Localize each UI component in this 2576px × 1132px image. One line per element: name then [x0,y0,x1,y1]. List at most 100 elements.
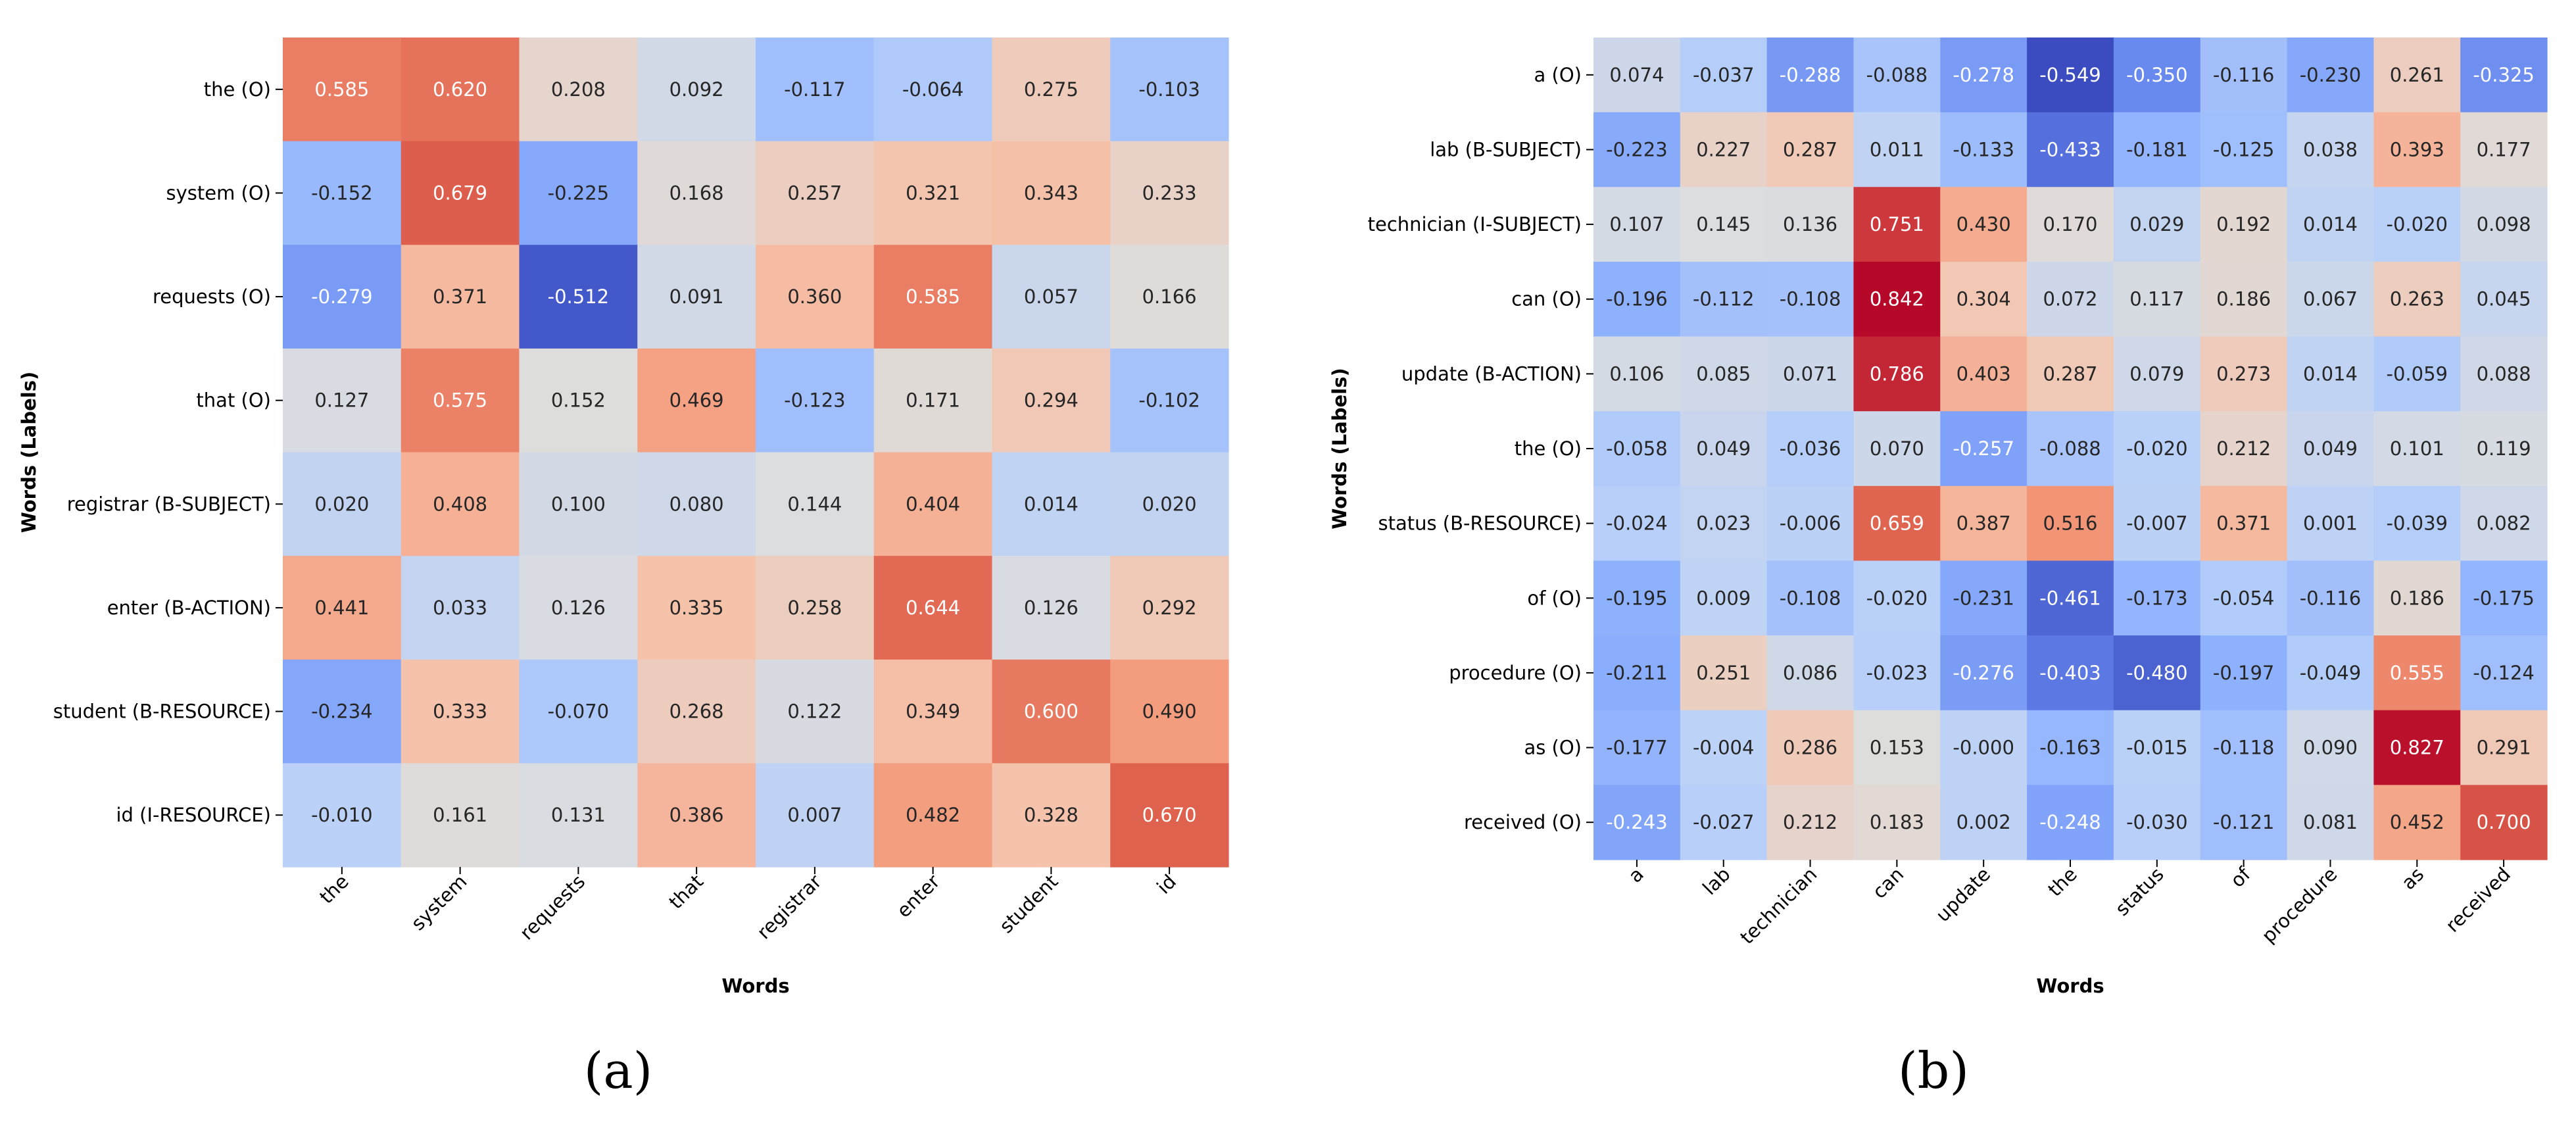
cell-value-label: -0.058 [1606,437,1668,460]
heatmap-cell [1680,336,1768,412]
heatmap-cell [2200,187,2288,262]
x-tick-label: lab [1698,863,1734,899]
heatmap-cell [2373,485,2461,562]
heatmap-cell [1940,485,2028,562]
cell-value-label: -0.121 [2213,811,2275,833]
cell-value-label: 0.170 [2043,213,2097,235]
heatmap-cell [992,348,1111,453]
heatmap-cell [2027,336,2114,412]
heatmap-cell [1940,336,2028,412]
heatmap-cell [2460,37,2548,113]
cell-value-label: 0.328 [1024,804,1079,826]
heatmap-cell [1940,560,2028,636]
cell-value-label: 0.286 [1783,737,1837,759]
cell-value-label: -0.108 [1780,587,1841,609]
heatmap-cell [2373,411,2461,487]
cell-value-label: 0.122 [787,701,842,723]
heatmap-cell [1680,635,1768,711]
heatmap-cell [2113,411,2201,487]
cell-value-label: 0.090 [2303,737,2358,759]
heatmap-cell [2200,261,2288,337]
heatmap-cell [1766,261,1855,337]
heatmap-cell [637,452,756,556]
cell-value-label: 0.292 [1142,597,1197,619]
heatmap-cell [1593,485,1681,562]
cell-value-label: 0.786 [1870,362,1924,385]
x-tick-label: can [1868,863,1908,903]
heatmap-cell [2460,785,2548,860]
heatmap-cell [2373,785,2461,860]
cell-value-label: 0.287 [2043,362,2097,385]
y-tick-label: of (O) [1527,587,1582,609]
cell-value-label: 0.126 [1024,597,1079,619]
heatmap-cell [873,659,993,764]
cell-value-label: -0.024 [1606,512,1668,535]
heatmap-cell [1853,411,1941,487]
cell-value-label: 0.268 [669,701,724,723]
cell-value-label: 0.106 [1609,362,1664,385]
cell-value-label: 0.014 [2303,362,2358,385]
cell-value-label: -0.231 [1953,587,2014,609]
heatmap-cell [2287,485,2374,562]
cell-value-label: -0.037 [1693,64,1755,86]
heatmap-cell [1593,187,1681,262]
cell-value-label: -0.020 [2126,437,2188,460]
cell-value-label: 0.092 [669,78,724,101]
heatmap-cell [1940,785,2028,860]
cell-value-label: -0.049 [2300,662,2362,684]
heatmap-cell [2287,336,2374,412]
heatmap-cell [2027,710,2114,785]
cell-value-label: 0.183 [1870,811,1924,833]
cell-value-label: 0.393 [2390,138,2444,160]
cell-value-label: 0.585 [314,78,369,101]
cell-value-label: -0.006 [1780,512,1841,535]
cell-value-label: -0.279 [311,285,373,308]
heatmap-cell [1940,37,2028,113]
cell-value-label: 0.177 [2477,138,2531,160]
cell-value-label: 0.343 [1024,182,1079,204]
heatmap-cell [2113,785,2201,860]
cell-value-label: 0.258 [787,597,842,619]
cell-value-label: -0.175 [2473,587,2535,609]
heatmap-cell [1593,710,1681,785]
heatmap-cell [519,141,638,245]
cell-value-label: -0.007 [2126,512,2188,535]
cell-value-label: 0.038 [2303,138,2358,160]
heatmap-cell [283,659,402,764]
heatmap-cell [2200,336,2288,412]
cell-value-label: 0.294 [1024,389,1079,412]
cell-value-label: 0.072 [2043,288,2097,310]
cell-value-label: -0.325 [2473,64,2535,86]
cell-value-label: 0.126 [551,597,606,619]
cell-value-label: 0.251 [1696,662,1751,684]
heatmap-cell [2200,560,2288,636]
cell-value-label: 0.670 [1142,804,1197,826]
caption-a: (a) [583,1041,653,1100]
cell-value-label: 0.119 [2477,437,2531,460]
heatmap-cell [1680,261,1768,337]
heatmap-cell [1110,245,1229,349]
cell-value-label: -0.118 [2213,737,2275,759]
cell-value-label: 0.127 [314,389,369,412]
cell-value-label: 0.144 [787,493,842,515]
cell-value-label: 0.098 [2477,213,2531,235]
y-tick-label: status (B-RESOURCE) [1378,512,1582,535]
cell-value-label: 0.644 [906,597,960,619]
heatmap-cell [1853,710,1941,785]
heatmap-cell [401,556,520,660]
heatmap-cell [756,452,875,556]
heatmap-cell [1853,560,1941,636]
cell-value-label: -0.010 [311,804,373,826]
cell-value-label: -0.015 [2126,737,2188,759]
heatmap-cell [992,556,1111,660]
heatmap-cell [2287,37,2374,113]
cell-value-label: 0.020 [314,493,369,515]
cell-value-label: -0.123 [784,389,846,412]
heatmap-cell [2200,710,2288,785]
cell-value-label: 0.153 [1870,737,1924,759]
cell-value-label: 0.161 [433,804,487,826]
cell-value-label: -0.000 [1953,737,2014,759]
y-tick-label: enter (B-ACTION) [107,597,271,619]
heatmap-cell [1940,112,2028,187]
heatmap-cell [992,141,1111,245]
